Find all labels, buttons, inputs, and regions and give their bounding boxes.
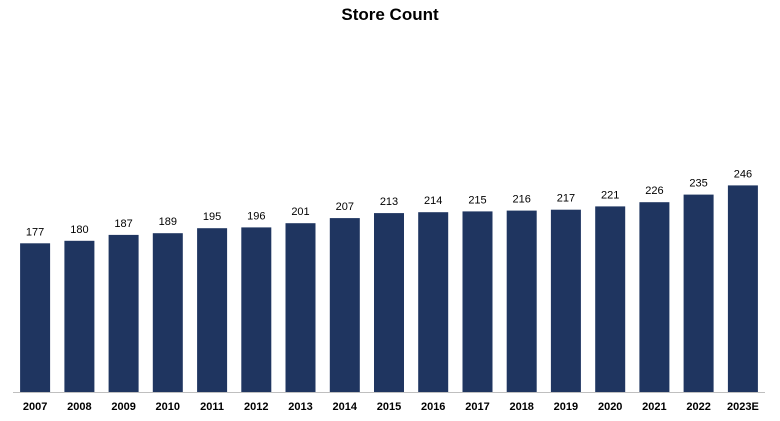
category-label-2015: 2015 — [377, 401, 401, 413]
bar-2011 — [197, 228, 228, 392]
category-label-2014: 2014 — [333, 401, 358, 413]
category-label-2018: 2018 — [509, 401, 533, 413]
value-label-2009: 187 — [114, 218, 132, 230]
value-label-2015: 213 — [380, 196, 398, 208]
category-label-2007: 2007 — [23, 401, 47, 413]
value-label-2014: 207 — [336, 201, 354, 213]
bar-2017 — [462, 211, 493, 392]
bar-2015 — [374, 213, 404, 392]
category-label-2019: 2019 — [554, 401, 578, 413]
value-labels-group: 177 180 187 189 195 196 201 207 213 214 215 216 217 2… — [26, 168, 752, 238]
value-label-2010: 189 — [159, 216, 177, 228]
value-label-2021: 226 — [645, 185, 663, 197]
value-label-2020: 221 — [601, 189, 619, 201]
bars-group — [20, 185, 758, 392]
value-label-2012: 196 — [247, 210, 265, 222]
chart-title: Store Count — [341, 5, 439, 24]
bar-2022 — [683, 194, 714, 392]
bar-2018 — [506, 210, 537, 392]
bar-2010 — [152, 233, 183, 392]
category-label-2012: 2012 — [244, 401, 268, 413]
category-label-2009: 2009 — [111, 401, 135, 413]
category-label-2011: 2011 — [200, 401, 224, 413]
category-label-2010: 2010 — [156, 401, 180, 413]
bar-2020 — [595, 206, 626, 392]
bar-2016 — [418, 212, 449, 392]
bar-2019 — [550, 209, 581, 392]
value-label-2011: 195 — [203, 211, 221, 223]
category-label-2022: 2022 — [686, 401, 710, 413]
category-label-2013: 2013 — [288, 401, 312, 413]
bar-2014 — [329, 218, 360, 392]
value-label-2013: 201 — [291, 206, 309, 218]
value-label-2023E: 246 — [734, 168, 752, 180]
bar-2009 — [108, 234, 139, 392]
value-label-2022: 235 — [689, 178, 707, 190]
category-labels-group: 2007 2008 2009 2010 2011 2012 2013 2014 2015 2016… — [23, 401, 759, 413]
value-label-2016: 214 — [424, 195, 442, 207]
value-label-2007: 177 — [26, 226, 44, 238]
bar-2007 — [20, 243, 51, 392]
category-label-2016: 2016 — [421, 401, 445, 413]
bar-2023E — [727, 185, 758, 392]
category-label-2020: 2020 — [598, 401, 622, 413]
category-label-2008: 2008 — [67, 401, 91, 413]
value-label-2018: 216 — [513, 194, 531, 206]
value-label-2019: 217 — [557, 193, 575, 205]
category-label-2023E: 2023E — [727, 401, 759, 413]
bar-2008 — [64, 240, 95, 392]
category-label-2021: 2021 — [642, 401, 666, 413]
value-label-2008: 180 — [70, 224, 88, 236]
bar-2021 — [639, 202, 670, 392]
value-label-2017: 215 — [468, 194, 486, 206]
category-label-2017: 2017 — [465, 401, 489, 413]
bar-2012 — [241, 227, 272, 392]
bar-2013 — [285, 223, 316, 392]
